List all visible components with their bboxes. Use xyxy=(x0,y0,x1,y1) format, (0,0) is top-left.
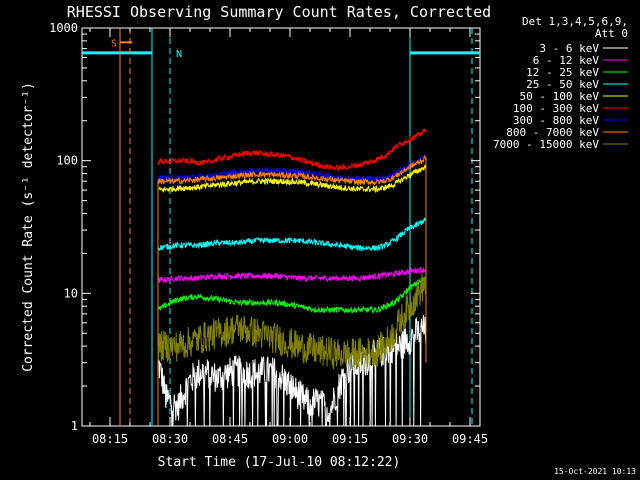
x-tick-label: 09:45 xyxy=(452,432,488,446)
y-tick-label: 10 xyxy=(64,286,78,300)
x-tick-label: 09:00 xyxy=(272,432,308,446)
series-line-100-300-kev xyxy=(157,128,427,172)
y-axis-label: Corrected Count Rate (s⁻¹ detector⁻¹) xyxy=(21,82,36,372)
y-tick-label: 1000 xyxy=(49,21,78,35)
series-layer xyxy=(157,128,427,427)
x-tick-label: 08:30 xyxy=(152,432,188,446)
night-label: N xyxy=(176,49,182,60)
series-line-50-100-kev xyxy=(157,164,427,194)
series-line-800-7000-kev xyxy=(157,154,427,426)
series-line-7000-15000-kev xyxy=(157,273,427,370)
x-tick-label: 09:30 xyxy=(392,432,428,446)
x-tick-label: 09:15 xyxy=(332,432,368,446)
legend-label: 50 - 100 keV xyxy=(520,90,600,103)
legend-label: 300 - 800 keV xyxy=(513,114,599,127)
series-line-25-50-kev xyxy=(157,217,427,252)
series-line-12-25-kev xyxy=(157,276,427,314)
footer-timestamp: 15-Oct-2021 10:13 xyxy=(554,467,636,476)
x-axis-label: Start Time (17-Jul-10 08:12:22) xyxy=(158,455,401,470)
y-tick-label: 1 xyxy=(71,419,78,433)
legend-header-line-1: Det 1,3,4,5,6,9, xyxy=(522,15,628,28)
annotations: SN xyxy=(82,28,480,426)
saa-label: S xyxy=(111,38,117,49)
plot-frame xyxy=(81,27,481,427)
x-tick-label: 08:45 xyxy=(212,432,248,446)
legend-label: 100 - 300 keV xyxy=(513,102,599,115)
chart-title: RHESSI Observing Summary Count Rates, Co… xyxy=(67,3,491,21)
legend-label: 3 - 6 keV xyxy=(539,42,599,55)
x-tick-label: 08:15 xyxy=(92,432,128,446)
legend-label: 800 - 7000 keV xyxy=(506,126,599,139)
legend-label: 6 - 12 keV xyxy=(533,54,600,67)
y-tick-label: 100 xyxy=(56,154,78,168)
legend-header-line-2: Att 0 xyxy=(595,27,628,40)
legend-label: 7000 - 15000 keV xyxy=(493,138,599,151)
legend-label: 25 - 50 keV xyxy=(526,78,599,91)
series-line-6-12-kev xyxy=(157,266,427,284)
legend-label: 12 - 25 keV xyxy=(526,66,599,79)
axes: 1 10 100 1000 08:15 08:30 08:45 09:00 09:15 09:30… xyxy=(49,21,488,446)
